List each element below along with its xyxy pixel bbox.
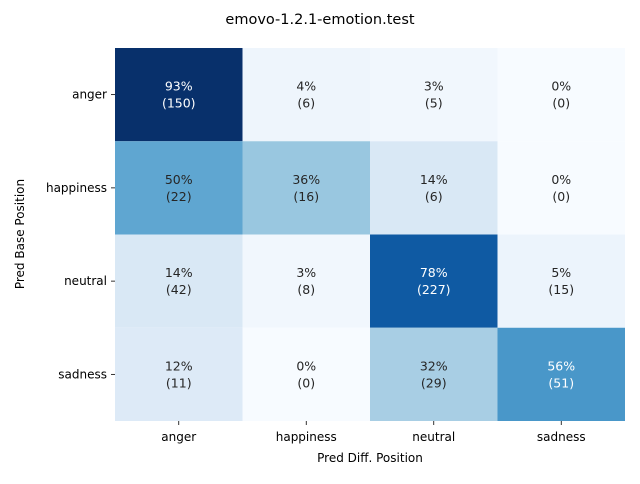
x-tick-label: anger	[161, 430, 196, 444]
heatmap-cell	[242, 48, 370, 142]
x-tick-label: sadness	[537, 430, 586, 444]
heatmap-cells	[115, 48, 625, 421]
cell-percent-label: 4%	[296, 79, 316, 94]
cell-count-label: (15)	[548, 282, 574, 297]
heatmap-cell	[115, 327, 243, 421]
cell-count-label: (51)	[548, 375, 574, 390]
cell-count-label: (8)	[297, 282, 315, 297]
cell-percent-label: 50%	[165, 172, 193, 187]
y-tick-label: anger	[72, 88, 107, 102]
y-axis-label: Pred Base Position	[13, 179, 27, 289]
x-axis: anger happiness neutral sadness	[161, 421, 586, 444]
cell-percent-label: 32%	[420, 358, 448, 373]
cell-percent-label: 14%	[165, 265, 193, 280]
cell-percent-label: 12%	[165, 358, 193, 373]
cell-labels: 93% (150) 4% (6) 3% (5) 0% (0) 50% (22) 36% (16) 14%…	[162, 79, 575, 391]
cell-count-label: (16)	[293, 189, 319, 204]
heatmap-cell	[242, 141, 370, 235]
cell-count-label: (29)	[421, 375, 447, 390]
cell-percent-label: 3%	[296, 265, 316, 280]
cell-percent-label: 93%	[165, 79, 193, 94]
cell-count-label: (0)	[297, 375, 315, 390]
cell-count-label: (6)	[425, 189, 443, 204]
cell-count-label: (150)	[162, 96, 196, 111]
cell-percent-label: 3%	[424, 79, 444, 94]
cell-count-label: (22)	[166, 189, 192, 204]
cell-count-label: (42)	[166, 282, 192, 297]
cell-percent-label: 5%	[551, 265, 571, 280]
heatmap-cell	[370, 327, 498, 421]
y-tick-label: happiness	[46, 181, 107, 195]
cell-count-label: (6)	[297, 96, 315, 111]
heatmap-cell	[115, 141, 243, 235]
cell-percent-label: 0%	[296, 358, 316, 373]
cell-count-label: (0)	[552, 96, 570, 111]
heatmap-cell	[370, 234, 498, 328]
heatmap-cell	[497, 327, 625, 421]
cell-percent-label: 0%	[551, 79, 571, 94]
cell-percent-label: 56%	[547, 358, 575, 373]
cell-percent-label: 36%	[292, 172, 320, 187]
heatmap-cell	[497, 48, 625, 142]
heatmap-cell	[370, 141, 498, 235]
heatmap-cell	[370, 48, 498, 142]
chart-title: emovo-1.2.1-emotion.test	[225, 12, 414, 28]
cell-percent-label: 78%	[420, 265, 448, 280]
x-tick-label: neutral	[412, 430, 455, 444]
heatmap-cell	[497, 234, 625, 328]
y-axis: anger happiness neutral sadness	[46, 88, 115, 381]
cell-count-label: (5)	[425, 96, 443, 111]
cell-count-label: (11)	[166, 375, 192, 390]
heatmap-cell	[242, 327, 370, 421]
heatmap-cell	[497, 141, 625, 235]
y-tick-label: sadness	[58, 367, 107, 381]
cell-percent-label: 14%	[420, 172, 448, 187]
y-tick-label: neutral	[64, 274, 107, 288]
heatmap-cell	[115, 234, 243, 328]
cell-count-label: (227)	[417, 282, 451, 297]
cell-count-label: (0)	[552, 189, 570, 204]
heatmap-cell	[242, 234, 370, 328]
heatmap-cell	[115, 48, 243, 142]
x-axis-label: Pred Diff. Position	[317, 451, 423, 465]
x-tick-label: happiness	[276, 430, 337, 444]
cell-percent-label: 0%	[551, 172, 571, 187]
